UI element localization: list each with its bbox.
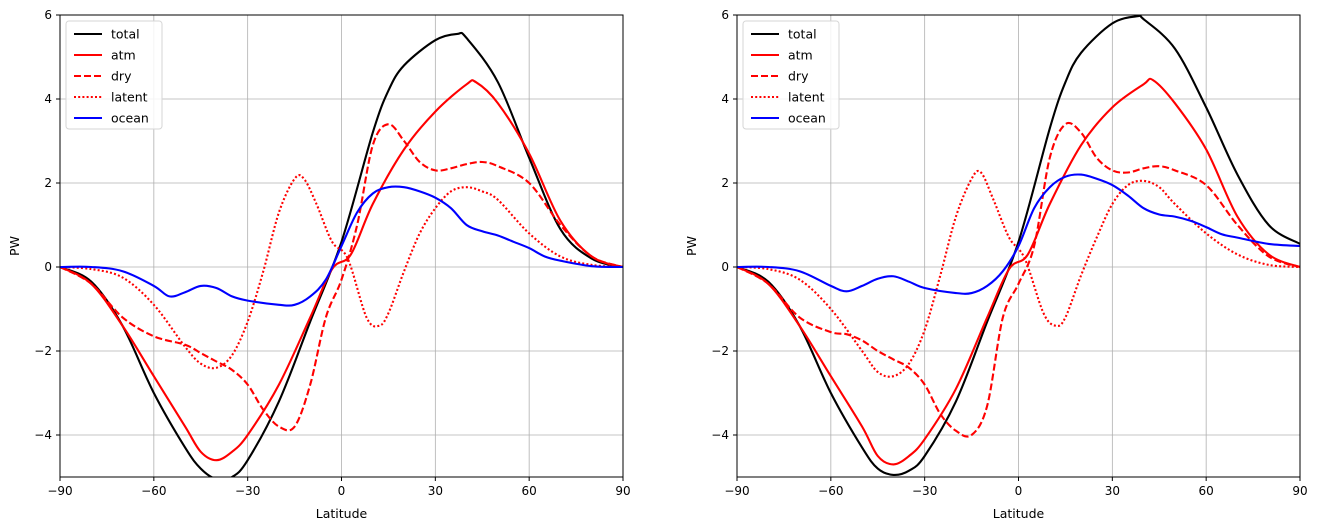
x-tick-label: −60 xyxy=(141,484,166,498)
series-group xyxy=(737,15,1300,476)
x-axis-label: Latitude xyxy=(993,506,1045,521)
series-line-latent xyxy=(60,174,623,370)
y-tick-label: 0 xyxy=(44,260,52,274)
legend-label-atm: atm xyxy=(111,48,136,63)
y-tick-label: 4 xyxy=(721,92,729,106)
legend-label-dry: dry xyxy=(111,69,132,84)
series-line-latent xyxy=(737,169,1300,378)
x-tick-label: −30 xyxy=(912,484,937,498)
legend-box xyxy=(742,20,840,130)
series-line-dry xyxy=(60,123,623,432)
x-tick-label: 60 xyxy=(1199,484,1214,498)
legend-label-ocean: ocean xyxy=(788,111,826,126)
x-tick-label: −90 xyxy=(47,484,72,498)
legend: total atm dry latent ocean xyxy=(65,20,163,130)
x-tick-label: 60 xyxy=(522,484,537,498)
x-tick-label: 0 xyxy=(338,484,346,498)
x-axis-label: Latitude xyxy=(316,506,368,521)
legend-box xyxy=(65,20,163,130)
x-tick-label: 30 xyxy=(1105,484,1120,498)
x-tick-label: −30 xyxy=(235,484,260,498)
y-tick-label: −2 xyxy=(711,344,729,358)
x-tick-label: 90 xyxy=(615,484,630,498)
x-tick-label: −60 xyxy=(818,484,843,498)
series-line-ocean xyxy=(737,173,1300,295)
y-tick-label: 0 xyxy=(721,260,729,274)
series-line-ocean xyxy=(60,185,623,307)
series-line-atm xyxy=(737,77,1300,466)
series-line-total xyxy=(60,31,623,477)
chart-panel-1: −90 −60 −30 0 30 60 90 −4 −2 0 2 4 6 Latitude PW total a… xyxy=(7,8,631,521)
series-line-total xyxy=(737,15,1300,476)
y-tick-label: 6 xyxy=(721,8,729,22)
x-tick-label: 90 xyxy=(1292,484,1307,498)
y-tick-label: 4 xyxy=(44,92,52,106)
legend-label-latent: latent xyxy=(111,90,148,105)
y-axis-label: PW xyxy=(7,236,22,256)
legend-label-total: total xyxy=(788,27,817,42)
y-tick-label: −2 xyxy=(34,344,52,358)
series-line-dry xyxy=(737,121,1300,438)
y-tick-label: 6 xyxy=(44,8,52,22)
legend-label-latent: latent xyxy=(788,90,825,105)
chart-panel-2: −90 −60 −30 0 30 60 90 −4 −2 0 2 4 6 Latitude PW total a… xyxy=(684,8,1308,521)
series-group xyxy=(60,31,623,477)
y-tick-label: −4 xyxy=(711,428,729,442)
y-tick-label: 2 xyxy=(44,176,52,190)
y-tick-label: 2 xyxy=(721,176,729,190)
x-tick-label: 0 xyxy=(1015,484,1023,498)
legend: total atm dry latent ocean xyxy=(742,20,840,130)
legend-label-ocean: ocean xyxy=(111,111,149,126)
x-tick-label: 30 xyxy=(428,484,443,498)
y-tick-label: −4 xyxy=(34,428,52,442)
legend-label-dry: dry xyxy=(788,69,809,84)
legend-label-total: total xyxy=(111,27,140,42)
legend-label-atm: atm xyxy=(788,48,813,63)
x-tick-label: −90 xyxy=(724,484,749,498)
y-axis-label: PW xyxy=(684,236,699,256)
